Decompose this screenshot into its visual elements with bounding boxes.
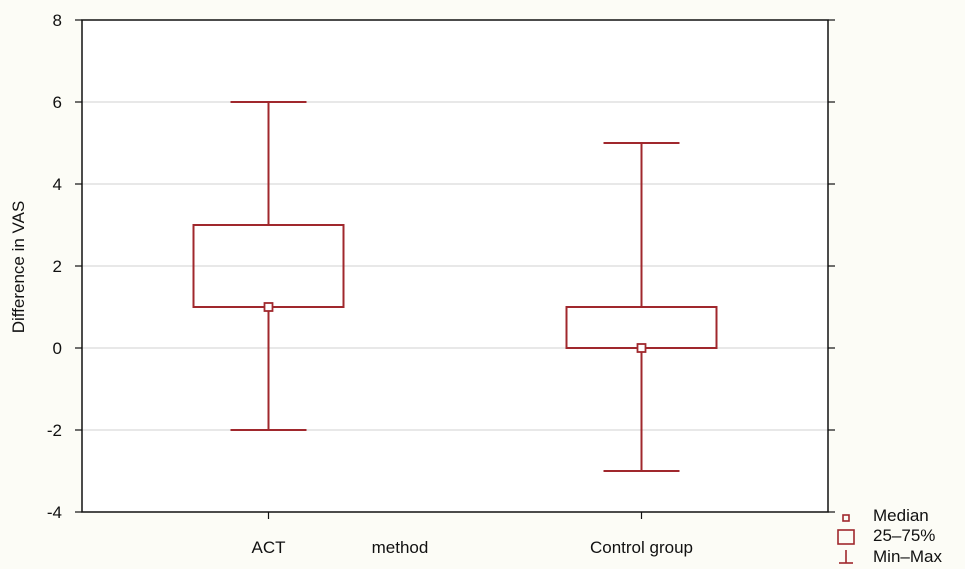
plot-frame — [81, 19, 829, 513]
y-tick-label: 8 — [53, 11, 62, 30]
y-tick-label: 4 — [53, 175, 62, 194]
boxes — [192, 101, 718, 472]
x-tick-label: ACT — [252, 538, 286, 557]
y-axis-ticks: -4 -2 0 2 4 6 8 — [47, 11, 835, 522]
box-act — [192, 101, 345, 431]
y-tick-label: -2 — [47, 421, 62, 440]
y-axis-title: Difference in VAS — [9, 201, 28, 334]
y-tick-label: 2 — [53, 257, 62, 276]
gridlines — [82, 101, 828, 431]
x-axis-title: method — [372, 538, 429, 557]
x-axis-labels: ACT Control group — [252, 512, 693, 557]
x-tick-label: Control group — [590, 538, 693, 557]
median-marker — [636, 343, 647, 353]
legend-box-icon — [837, 529, 855, 545]
y-tick-label: 6 — [53, 93, 62, 112]
box-control-group — [565, 142, 718, 472]
legend-label-range: Min–Max — [873, 547, 942, 566]
legend: Median 25–75% Min–Max — [837, 506, 942, 566]
legend-whisker-icon — [839, 550, 853, 564]
y-tick-label: 0 — [53, 339, 62, 358]
median-marker — [263, 302, 274, 312]
y-tick-label: -4 — [47, 503, 62, 522]
legend-median-icon — [842, 514, 850, 522]
legend-label-iqr: 25–75% — [873, 526, 935, 545]
legend-label-median: Median — [873, 506, 929, 525]
